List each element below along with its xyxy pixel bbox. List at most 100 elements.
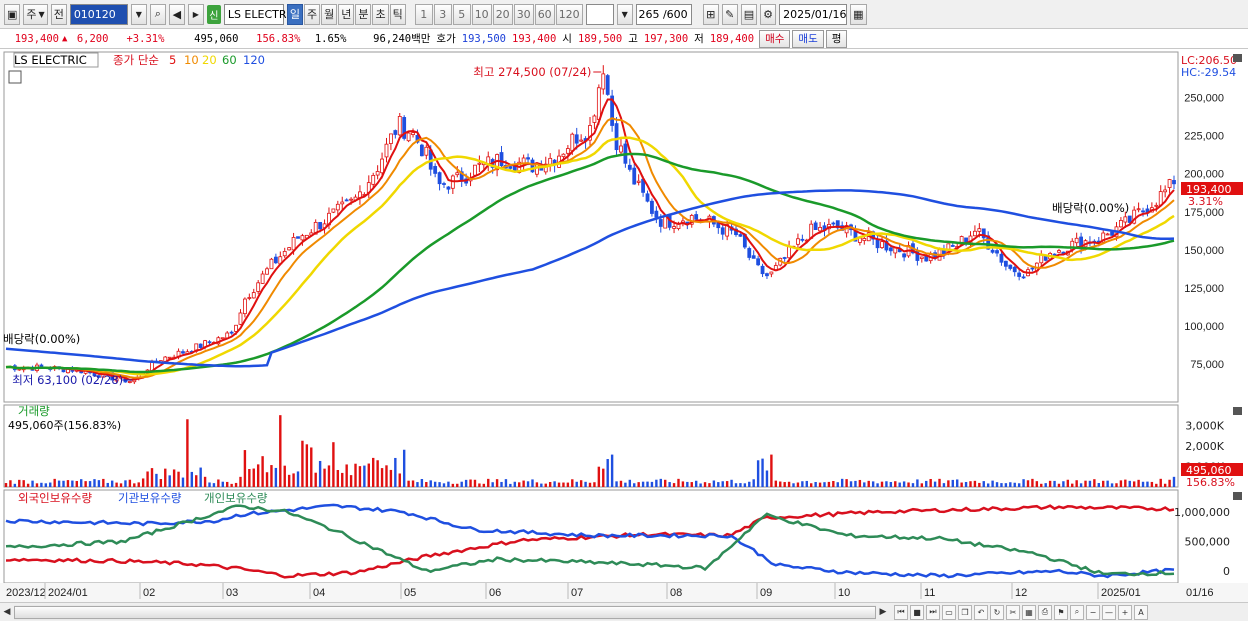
- sell-button[interactable]: 매도: [792, 29, 824, 48]
- zoom-in-icon[interactable]: +: [1118, 604, 1132, 620]
- volume-bar: [933, 481, 937, 487]
- volume-bar: [168, 475, 171, 487]
- stock-code-input[interactable]: 010120: [69, 3, 128, 25]
- volume-bar: [672, 483, 676, 487]
- speaker-icon[interactable]: ◀: [168, 3, 185, 25]
- holdings-legend-item: 기관보유수량: [118, 491, 182, 505]
- market-select[interactable]: 주 ▼: [23, 3, 48, 25]
- volume-bar: [482, 483, 486, 487]
- chart-area[interactable]: 250,000 225,000 200,000 175,000 150,000 125,0…: [0, 50, 1248, 602]
- data-count-field[interactable]: 265 /600: [635, 3, 692, 25]
- period-button[interactable]: 년: [338, 3, 355, 25]
- candle-body: [995, 250, 999, 254]
- holdings-axis-label: 1,000,000: [1174, 506, 1230, 519]
- zoom-out-icon[interactable]: −: [1086, 604, 1100, 620]
- zoom-icon[interactable]: ⌕: [1070, 604, 1084, 620]
- calendar-icon[interactable]: ▦: [850, 3, 867, 25]
- volume-bar: [712, 480, 716, 487]
- print-icon[interactable]: ⎙: [1038, 604, 1052, 620]
- volume-bar: [911, 483, 915, 487]
- candle-body: [875, 239, 880, 249]
- volume-bar: [641, 481, 645, 487]
- jump-start-icon[interactable]: ⏮: [894, 604, 908, 620]
- y-axis-tick-label: 200,000: [1184, 169, 1224, 181]
- volume-bar: [1168, 479, 1171, 487]
- volume-bar: [748, 481, 751, 487]
- interval-dropdown-icon[interactable]: ▼: [616, 3, 633, 25]
- volume-value: 495,060: [194, 32, 239, 45]
- period-button[interactable]: 초: [372, 3, 389, 25]
- scroll-left-icon[interactable]: ◀: [3, 607, 11, 617]
- volume-bar: [159, 479, 163, 487]
- period-button[interactable]: 주: [303, 3, 321, 25]
- chart-tools-icon[interactable]: ⊞: [702, 3, 719, 25]
- price-change: 6,200: [76, 32, 109, 45]
- interval-button[interactable]: 5: [452, 3, 471, 25]
- jump-end-icon[interactable]: ⏭: [926, 604, 940, 620]
- chart-scrollbar[interactable]: ◀ ▶ ⏮ ■ ⏭ ▭ ❐ ↶ ↻ ✂ ▦ ⎙ ⚑ ⌕ − — + A: [0, 602, 1248, 621]
- volume-bar: [172, 469, 176, 487]
- interval-button[interactable]: 1: [414, 3, 433, 25]
- grid-icon[interactable]: ▦: [1022, 604, 1036, 620]
- volume-bar: [787, 481, 791, 487]
- candle-body: [384, 143, 389, 158]
- volume-bar: [1084, 480, 1087, 487]
- period-button[interactable]: 분: [355, 3, 372, 25]
- interval-button[interactable]: 10: [471, 3, 492, 25]
- scroll-thumb[interactable]: [14, 605, 876, 619]
- interval-button[interactable]: 20: [492, 3, 513, 25]
- interval-button[interactable]: 30: [513, 3, 534, 25]
- search-icon[interactable]: ⌕: [149, 3, 166, 25]
- layout-icon[interactable]: ▣: [4, 3, 21, 25]
- undo-icon[interactable]: ↶: [974, 604, 988, 620]
- scroll-right-icon[interactable]: ▶: [879, 607, 887, 617]
- ask-price: 193,500: [461, 32, 507, 45]
- candle-body: [282, 251, 287, 257]
- step-icon[interactable]: ▶: [187, 3, 204, 25]
- x-axis-strip: [0, 583, 1248, 602]
- candle-body: [238, 312, 243, 325]
- eval-button[interactable]: 평: [825, 29, 848, 48]
- volume-bar: [531, 479, 534, 487]
- volume-bar: [725, 481, 729, 487]
- font-size-icon[interactable]: A: [1134, 604, 1148, 620]
- cut-icon[interactable]: ✂: [1006, 604, 1020, 620]
- draw-icon[interactable]: ✎: [721, 3, 738, 25]
- scroll-track[interactable]: [14, 604, 876, 620]
- candle-body: [1052, 253, 1057, 256]
- code-dropdown-icon[interactable]: ▼: [130, 3, 147, 25]
- interval-button[interactable]: 3: [433, 3, 452, 25]
- volume-bar: [986, 483, 990, 487]
- zoom-slider-icon[interactable]: —: [1102, 604, 1116, 620]
- volume-bar: [491, 482, 494, 487]
- volume-bar: [44, 483, 48, 487]
- copy-icon[interactable]: ❐: [958, 604, 972, 620]
- period-button[interactable]: 일: [286, 3, 303, 25]
- period-button[interactable]: 틱: [389, 3, 406, 25]
- candle-body: [243, 298, 247, 315]
- bookmark-icon[interactable]: ⚑: [1054, 604, 1068, 620]
- save-icon[interactable]: ▤: [740, 3, 758, 25]
- volume-bar: [292, 473, 295, 487]
- volume-bar: [469, 479, 472, 487]
- chart-svg[interactable]: 250,000 225,000 200,000 175,000 150,000 125,0…: [0, 50, 1248, 602]
- interval-input[interactable]: [585, 3, 614, 25]
- gear-icon[interactable]: ⚙: [760, 3, 777, 25]
- interval-button[interactable]: 120: [555, 3, 583, 25]
- up-triangle-icon: ▲: [62, 33, 68, 44]
- buy-button[interactable]: 매수: [759, 29, 791, 48]
- volume-bar: [93, 479, 96, 487]
- candle-body: [990, 249, 995, 253]
- interval-button[interactable]: 60: [534, 3, 555, 25]
- refresh-icon[interactable]: ↻: [990, 604, 1004, 620]
- x-axis-label: 04: [313, 587, 325, 599]
- date-input[interactable]: 2025/01/16: [779, 3, 848, 25]
- split-icon[interactable]: ▭: [942, 604, 956, 620]
- period-button[interactable]: 월: [321, 3, 338, 25]
- dividend-left-label: 배당락(0.00%): [3, 332, 80, 346]
- volume-bar: [367, 463, 370, 487]
- prev-button[interactable]: 전: [50, 3, 67, 25]
- candle-body: [663, 215, 668, 229]
- volume-bar: [779, 481, 782, 487]
- stop-icon[interactable]: ■: [910, 604, 924, 620]
